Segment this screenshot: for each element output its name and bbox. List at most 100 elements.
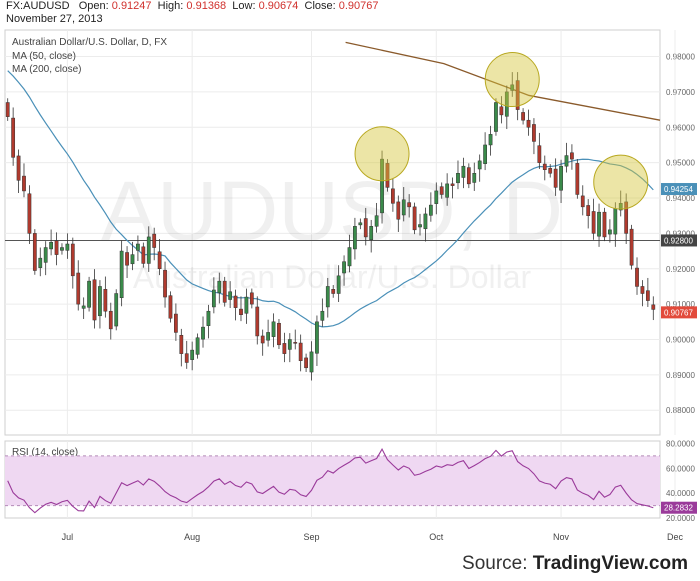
candle [466, 163, 471, 189]
candle-body [597, 211, 601, 237]
candle-body [157, 251, 162, 270]
candle [298, 334, 303, 372]
open-label: Open: [78, 0, 109, 12]
candle [174, 303, 178, 341]
candle [309, 341, 314, 381]
candle [347, 234, 352, 273]
candle-body [81, 305, 86, 309]
candle [130, 241, 135, 271]
candle [157, 239, 162, 276]
candle-body [108, 310, 113, 330]
price-tick-label: 0.94000 [666, 194, 695, 203]
candle [374, 202, 379, 233]
candle-body [320, 310, 325, 321]
rsi-badge-label: 28.2832 [664, 504, 693, 513]
candle-body [461, 165, 466, 178]
candle [515, 72, 520, 121]
candle-body [401, 199, 406, 216]
candle [168, 291, 173, 323]
candle-body [168, 295, 173, 319]
candle [537, 132, 542, 170]
candle-body [98, 286, 102, 317]
candle [499, 96, 504, 124]
candle [483, 132, 487, 171]
candle [477, 154, 482, 182]
candle [385, 159, 390, 192]
candle-body [363, 218, 368, 238]
candle-body [233, 295, 238, 308]
candle-body [548, 168, 553, 174]
price-pane [4, 29, 661, 436]
price-tick-label: 0.93000 [666, 229, 695, 238]
price-tick-label: 0.91000 [666, 300, 695, 309]
candle [98, 280, 102, 329]
candle-body [298, 342, 303, 361]
symbol-label: FX:AUDUSD [6, 0, 70, 12]
candle-body [602, 211, 607, 238]
candle [103, 276, 108, 318]
candle [602, 207, 607, 242]
candle-body [439, 186, 444, 195]
candle [92, 269, 97, 329]
x-tick-label: Sep [304, 532, 320, 542]
candle-body [65, 243, 70, 251]
candle [618, 190, 623, 217]
candle [206, 304, 211, 339]
candle-body [217, 280, 222, 294]
candle-body [494, 102, 498, 132]
candle-body [456, 173, 460, 184]
candle-body [477, 160, 482, 170]
candle-body [542, 163, 547, 170]
candle-body [315, 321, 319, 354]
source-brand: TradingView.com [532, 553, 688, 574]
candle [60, 243, 64, 255]
candle-body [136, 243, 140, 251]
x-tick-label: Nov [553, 532, 570, 542]
candle-body [22, 175, 26, 192]
candle [65, 233, 70, 259]
candle [320, 298, 325, 327]
candle-body [260, 335, 265, 344]
candle [624, 193, 629, 244]
candle-body [586, 205, 591, 216]
candle-body [184, 353, 189, 363]
candle-body [325, 286, 330, 308]
candle-body [613, 208, 618, 235]
candle-body [580, 195, 585, 208]
candle [54, 232, 59, 266]
x-tick-label: Oct [429, 532, 444, 542]
candle-body [228, 291, 233, 300]
candle-body [640, 286, 645, 294]
candle [586, 199, 591, 229]
candle-body [510, 84, 515, 91]
candle [591, 198, 596, 240]
candle-body [591, 211, 596, 234]
legend-rsi: RSI (14, close) [12, 447, 78, 458]
candle [510, 72, 515, 97]
candle-body [488, 134, 493, 146]
candle-body [369, 226, 374, 241]
candle-body [445, 183, 450, 198]
candle [108, 302, 113, 340]
candle [184, 340, 189, 369]
price-tick-label: 0.96000 [666, 123, 695, 132]
candle [580, 185, 585, 216]
candle-body [146, 236, 151, 264]
candle [282, 332, 287, 363]
candle-body [32, 233, 37, 271]
candle [81, 297, 86, 319]
candle [76, 260, 81, 311]
rsi-tick-label: 40.0000 [666, 489, 695, 498]
candle [260, 329, 265, 356]
candle-body [407, 202, 412, 208]
candle [70, 237, 75, 289]
candle [456, 160, 460, 190]
candle-body [16, 155, 21, 181]
candle [211, 277, 216, 314]
ohlc-line: FX:AUDUSD Open: 0.91247 High: 0.91368 Lo… [6, 0, 379, 13]
price-tick-label: 0.97000 [666, 88, 695, 97]
candle-body [624, 201, 629, 234]
candle-body [277, 322, 281, 346]
watermark-symbol: AUDUSD, D [101, 164, 563, 258]
